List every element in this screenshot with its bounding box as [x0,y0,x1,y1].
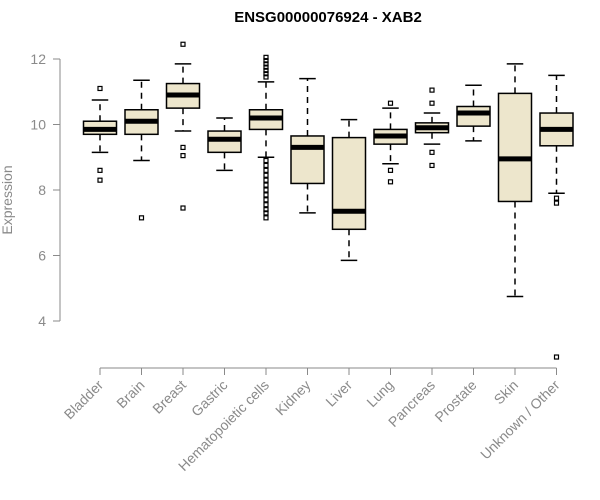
outlier-point [263,67,269,74]
outlier-point [180,41,186,47]
outlier-point [263,215,269,221]
x-tick-label: Liver [322,377,355,410]
outlier-point [263,54,269,60]
box-bladder [82,85,118,183]
x-tick-label: Prostate [431,377,479,425]
outlier-point [138,215,145,221]
outlier-point [553,195,560,201]
x-tick-label: Skin [491,377,522,408]
outlier-point [429,87,435,93]
outlier-point [263,58,269,64]
outlier-point [263,64,269,70]
outlier-point [263,157,269,164]
y-tick-label: 8 [38,182,46,198]
box-prostate [456,84,491,142]
outlier-point [263,162,269,169]
box-lung [373,100,408,185]
x-tick-label: Brain [113,377,147,411]
y-tick-label: 4 [38,313,46,329]
outlier-point [180,153,186,159]
box-liver [331,118,367,262]
box-pancreas [414,87,450,169]
boxes-group [82,41,574,360]
box-unknown-other [539,74,574,360]
box-kidney [290,77,325,214]
x-tick-label: Bladder [61,377,107,423]
outlier-point [263,177,269,183]
box-gastric [207,117,242,172]
outlier-point [97,167,103,173]
outlier-point [263,192,269,198]
outlier-point [263,182,269,188]
iqr-box [290,135,325,185]
outlier-point [429,100,435,106]
outlier-point [263,61,269,67]
box-skin [497,63,533,298]
outlier-point [180,144,186,151]
y-tick-label: 12 [30,51,46,67]
outlier-point [387,167,394,173]
iqr-box [456,105,491,127]
outlier-point [429,162,435,169]
y-tick-label: 10 [30,117,46,133]
outlier-point [263,187,269,193]
box-breast [165,41,201,211]
outlier-point [429,149,435,155]
outlier-point [263,172,269,178]
chart-title: ENSG00000076924 - XAB2 [234,9,422,26]
outlier-point [387,179,394,185]
y-axis-label: Expression [0,165,15,234]
outlier-point [263,210,269,216]
outlier-point [263,74,269,80]
outlier-point [553,354,560,360]
iqr-box [497,92,533,203]
outlier-point [180,205,186,211]
outlier-point [387,100,394,106]
y-axis: 4 6 8 10 12 [30,51,61,329]
y-tick-label: 6 [38,248,46,264]
outlier-point [263,202,269,208]
outlier-point [263,207,269,213]
outlier-point [97,177,103,183]
outlier-point [263,197,269,203]
iqr-box [331,136,367,231]
box-hematopoietic-cells [248,54,284,221]
x-tick-label: Kidney [272,377,314,419]
x-tick-label: Lung [363,377,396,410]
x-tick-label: Breast [149,377,189,417]
x-tick-label: Unknown / Other [477,377,563,463]
outlier-point [97,85,103,92]
outlier-point [553,200,560,206]
box-brain [124,79,159,221]
outlier-point [263,167,269,173]
outlier-point [263,71,269,77]
